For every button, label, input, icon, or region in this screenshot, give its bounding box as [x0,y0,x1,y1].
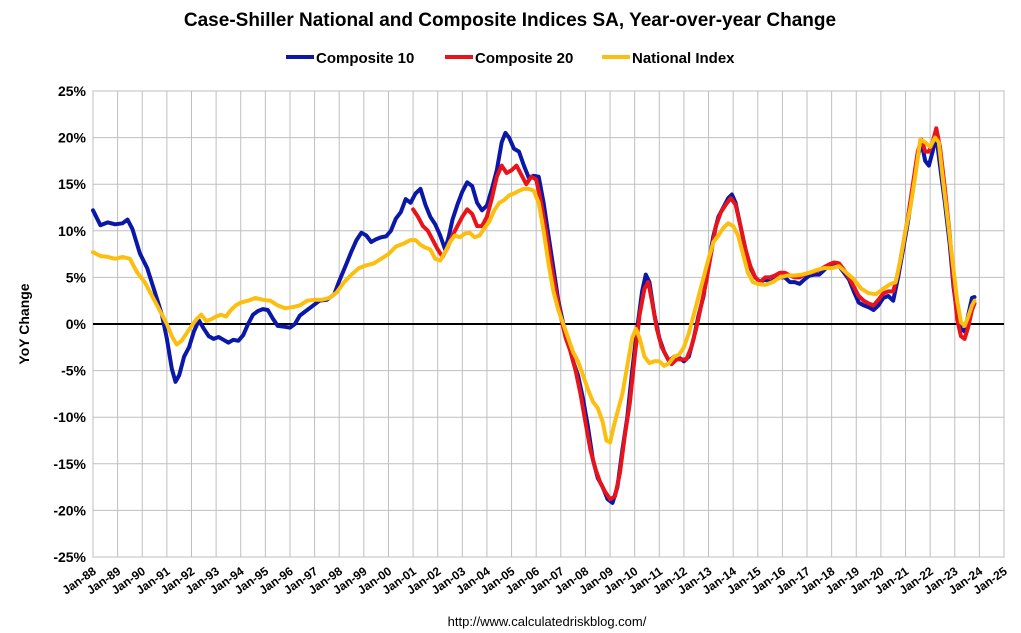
y-tick-label: 10% [58,223,87,239]
y-tick-label: 20% [58,130,87,146]
x-axis-ticks: Jan-88Jan-89Jan-90Jan-91Jan-92Jan-93Jan-… [60,564,1010,597]
y-tick-label: 25% [58,83,87,99]
legend-label-composite-20: Composite 20 [475,50,573,67]
y-axis-ticks: -25% -20% -15% -10% -5% 0% 5% 10% 15% 20% 25% [53,83,86,565]
y-tick-label: 15% [58,176,87,192]
y-tick-label: -10% [53,409,86,425]
legend-label-national-index: National Index [632,50,735,67]
legend-item-composite-20: Composite 20 [445,50,573,67]
series-line-national-index [91,135,977,445]
source-note: http://www.calculatedriskblog.com/ [448,614,647,629]
series-lines [91,126,977,505]
y-tick-label: -20% [53,502,86,518]
legend-label-composite-10: Composite 10 [316,50,414,67]
y-tick-label: -15% [53,456,86,472]
chart-title: Case-Shiller National and Composite Indi… [184,10,836,31]
y-tick-label: 0% [66,316,87,332]
y-tick-label: -25% [53,549,86,565]
series-line-composite-20 [411,126,977,502]
y-tick-label: 5% [66,269,87,285]
y-axis-title: YoY Change [16,283,32,364]
legend-item-national-index: National Index [602,50,735,67]
chart-legend: Composite 10 Composite 20 National Index [286,50,735,67]
y-tick-label: -5% [61,363,86,379]
legend-item-composite-10: Composite 10 [286,50,414,67]
